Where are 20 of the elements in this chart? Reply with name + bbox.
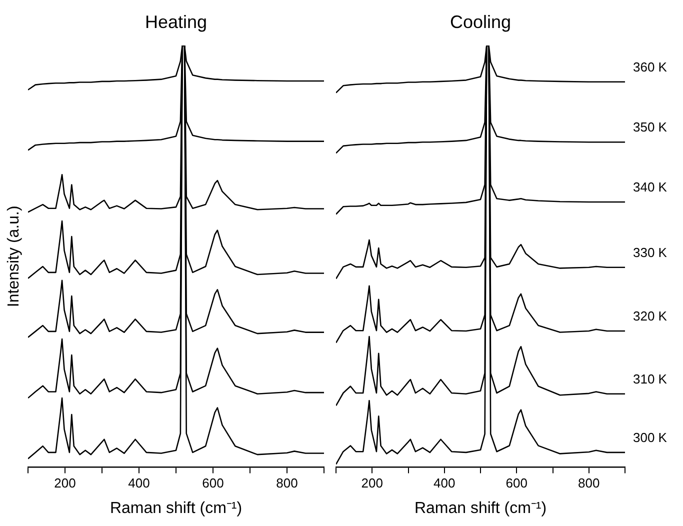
series-label: 330 K — [633, 244, 668, 260]
series-label: 300 K — [633, 430, 668, 446]
series-label: 310 K — [633, 371, 668, 386]
series-label: 350 K — [633, 120, 668, 135]
x-tick-label: 400 — [128, 476, 150, 491]
series-label: 360 K — [633, 59, 668, 74]
x-tick-label: 800 — [276, 476, 298, 491]
x-tick-label: 200 — [361, 476, 383, 491]
x-tick-label: 600 — [506, 476, 528, 491]
chart-title: Cooling — [450, 12, 512, 32]
y-axis-title: Intensity (a.u.) — [5, 206, 22, 308]
x-tick-label: 200 — [54, 476, 76, 491]
series-label: 340 K — [633, 180, 668, 195]
x-axis-title: Raman shift (cm⁻¹) — [110, 500, 242, 517]
series-label: 320 K — [633, 308, 668, 324]
x-tick-label: 400 — [434, 476, 456, 491]
chart-title: Heating — [144, 12, 208, 32]
x-tick-label: 800 — [578, 476, 600, 491]
x-tick-label: 600 — [202, 476, 224, 491]
x-axis-title: Raman shift (cm⁻¹) — [414, 500, 547, 517]
